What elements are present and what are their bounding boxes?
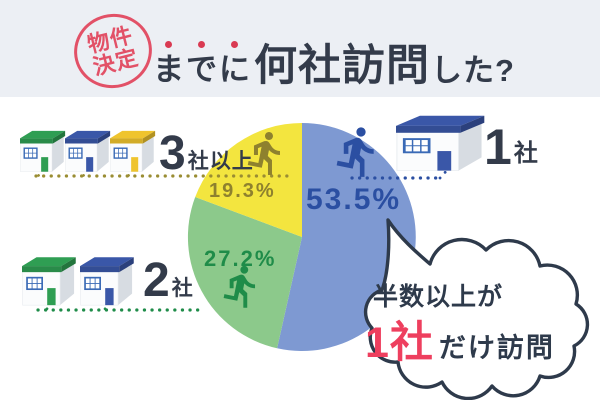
percent-two-companies: 27.2% — [204, 246, 277, 271]
bubble-rest: だけ訪問 — [438, 333, 555, 363]
bubble-line1: 半数以上が — [373, 283, 504, 311]
title-dotted-char: に — [219, 41, 250, 88]
runners-layer — [223, 127, 374, 308]
house-icon — [20, 130, 66, 172]
speech-bubble — [363, 218, 590, 400]
percent-three-plus: 19.3% — [209, 180, 276, 202]
running-person-icon — [247, 131, 280, 175]
label-digit: 1 — [484, 119, 512, 175]
label-suffix: 社 — [513, 140, 539, 167]
label-suffix: 社以上 — [187, 150, 254, 174]
house-icon — [22, 257, 76, 306]
house-icon — [396, 115, 485, 171]
bubble-line2: 1社 だけ訪問 — [365, 308, 555, 370]
label-digit: 2 — [143, 254, 170, 307]
dotted-path — [44, 301, 112, 312]
label-two-companies: 2 社 — [143, 254, 194, 307]
running-person-icon — [336, 127, 374, 177]
page-title: ま で に 何社訪問 した? — [152, 24, 515, 88]
running-person-icon — [223, 265, 256, 308]
speech-bubble-outline — [363, 218, 590, 400]
title-main-text: 何社訪問 — [254, 42, 430, 90]
houses-layer — [20, 115, 485, 306]
header-band — [0, 0, 600, 97]
bubble-emphasis: 1社 — [365, 319, 434, 367]
title-dotted-char: で — [186, 41, 217, 88]
dotted-path — [36, 168, 136, 178]
house-icon — [80, 257, 134, 306]
label-one-company: 1 社 — [484, 119, 539, 175]
label-suffix: 社 — [171, 277, 194, 301]
title-dotted-char: ま — [153, 41, 184, 88]
house-icon — [65, 130, 111, 172]
title-suffix-text: した? — [431, 52, 515, 88]
house-icon — [110, 130, 156, 172]
label-digit: 3 — [159, 127, 186, 180]
percent-one-company: 53.5% — [306, 183, 402, 216]
label-three-plus-companies: 3 社以上 — [159, 127, 254, 180]
